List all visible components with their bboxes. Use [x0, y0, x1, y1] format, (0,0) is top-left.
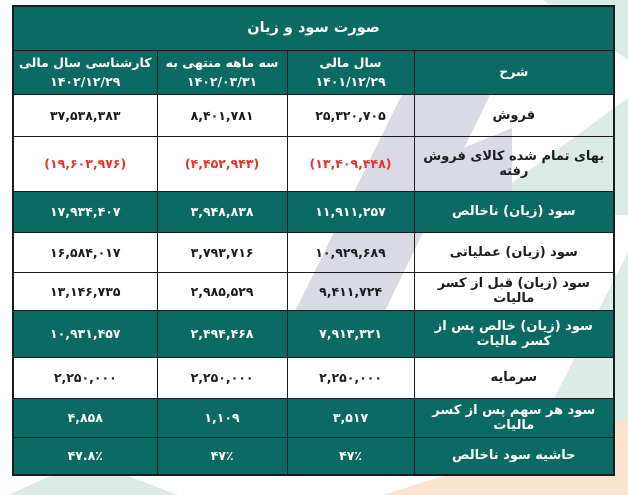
column-header-3: کارشناسی سال مالی ۱۴۰۲/۱۲/۲۹: [12, 49, 158, 95]
header-row: شرح سال مالی ۱۴۰۱/۱۲/۲۹ سه ماهه منتهی به ۱…: [12, 49, 615, 95]
row-value: ۱۷,۹۳۴,۴۰۷: [12, 190, 158, 233]
table-row: سود هر سهم پس از کسر مالیات ۳,۵۱۷ ۱,۱۰۹ ۴,۸…: [12, 397, 615, 438]
row-value: (۱۹,۶۰۳,۹۷۶): [12, 135, 158, 192]
row-label: بهای تمام شده کالای فروش رفته: [413, 135, 615, 192]
title-row: صورت سود و زیان: [12, 5, 615, 51]
column-header-0: شرح: [413, 49, 615, 95]
table-title: صورت سود و زیان: [12, 5, 615, 51]
row-value: ۴۷.۸٪: [12, 436, 158, 476]
row-value: ۸,۴۰۱,۷۸۱: [156, 93, 288, 137]
row-value: ۴۷٪: [156, 436, 288, 476]
row-value: (۱۳,۴۰۹,۴۴۸): [286, 135, 415, 192]
row-value: ۲,۲۵۰,۰۰۰: [12, 356, 158, 399]
row-value: ۲,۴۹۴,۴۶۸: [156, 309, 288, 358]
row-label: سود (زیان) عملیاتی: [413, 231, 615, 273]
table-row: سود (زیان) خالص پس از کسر مالیات ۷,۹۱۳,۳۲…: [12, 309, 615, 358]
table-row: سود (زیان) قبل از کسر مالیات ۹,۴۱۱,۷۲۴ ۲,۹…: [12, 271, 615, 311]
row-value: ۴,۸۵۸: [12, 397, 158, 438]
row-value: ۱۰,۹۳۱,۴۵۷: [12, 309, 158, 358]
row-value: ۳,۹۴۸,۸۳۸: [156, 190, 288, 233]
table-row: سود (زیان) عملیاتی ۱۰,۹۲۹,۶۸۹ ۳,۷۹۳,۷۱۶ ۱۶,…: [12, 231, 615, 273]
row-value: ۳,۵۱۷: [286, 397, 415, 438]
table-row: سود (زیان) ناخالص ۱۱,۹۱۱,۲۵۷ ۳,۹۴۸,۸۳۸ ۱۷,۹…: [12, 190, 615, 233]
row-value: ۲,۹۸۵,۵۲۹: [156, 271, 288, 311]
row-value: ۱۰,۹۲۹,۶۸۹: [286, 231, 415, 273]
row-label: سود (زیان) خالص پس از کسر مالیات: [413, 309, 615, 358]
column-header-2: سه ماهه منتهی به ۱۴۰۲/۰۳/۳۱: [156, 49, 288, 95]
row-value: ۲۵,۳۲۰,۷۰۵: [286, 93, 415, 137]
row-label: سود (زیان) قبل از کسر مالیات: [413, 271, 615, 311]
table-row: فروش ۲۵,۳۲۰,۷۰۵ ۸,۴۰۱,۷۸۱ ۳۷,۵۳۸,۳۸۳: [12, 93, 615, 137]
row-value: ۳۷,۵۳۸,۳۸۳: [12, 93, 158, 137]
row-label: سرمایه: [413, 356, 615, 399]
row-value: ۱۶,۵۸۴,۰۱۷: [12, 231, 158, 273]
table-row: بهای تمام شده کالای فروش رفته (۱۳,۴۰۹,۴۴۸…: [12, 135, 615, 192]
profit-loss-table: صورت سود و زیان شرح سال مالی ۱۴۰۱/۱۲/۲۹ سه…: [12, 5, 616, 476]
row-value: ۱,۱۰۹: [156, 397, 288, 438]
row-value: ۱۳,۱۴۶,۷۳۵: [12, 271, 158, 311]
row-value: ۷,۹۱۳,۳۲۱: [286, 309, 415, 358]
row-value: ۲,۲۵۰,۰۰۰: [156, 356, 288, 399]
row-label: سود (زیان) ناخالص: [413, 190, 615, 233]
row-value: ۲,۲۵۰,۰۰۰: [286, 356, 415, 399]
row-value: ۴۷٪: [286, 436, 415, 476]
column-header-1: سال مالی ۱۴۰۱/۱۲/۲۹: [286, 49, 415, 95]
row-value: ۳,۷۹۳,۷۱۶: [156, 231, 288, 273]
row-label: حاشیه سود ناخالص: [413, 436, 615, 476]
table-row: سرمایه ۲,۲۵۰,۰۰۰ ۲,۲۵۰,۰۰۰ ۲,۲۵۰,۰۰۰: [12, 356, 615, 399]
row-value: (۴,۴۵۲,۹۴۳): [156, 135, 288, 192]
row-label: سود هر سهم پس از کسر مالیات: [413, 397, 615, 438]
row-label: فروش: [413, 93, 615, 137]
row-value: ۱۱,۹۱۱,۲۵۷: [286, 190, 415, 233]
row-value: ۹,۴۱۱,۷۲۴: [286, 271, 415, 311]
table-row: حاشیه سود ناخالص ۴۷٪ ۴۷٪ ۴۷.۸٪: [12, 436, 615, 476]
